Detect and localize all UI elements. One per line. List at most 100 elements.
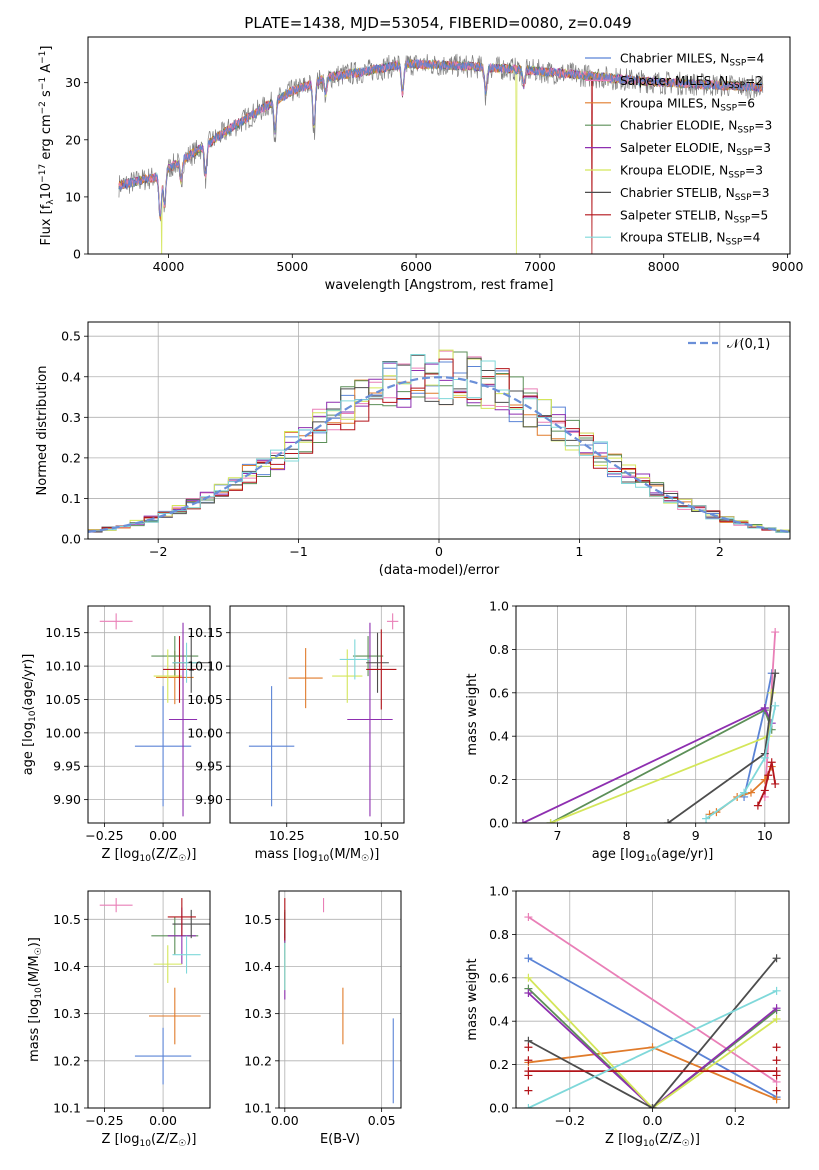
x-tick-label: 5000 xyxy=(276,259,308,274)
series-kroupa_stelib xyxy=(702,701,780,823)
x-tick-label: −0.2 xyxy=(555,1113,585,1128)
x-axis-label: mass [log10(M/M☉)] xyxy=(255,847,380,864)
legend-label-chabrier_stelib: Chabrier STELIB, NSSP=3 xyxy=(620,186,770,203)
panel-sfh_z: −0.2 0.0 0.2 0.0 0.2 0.4 0.6 0.8 1.0 Z [log10(Z/Z… xyxy=(465,884,790,1149)
panel-residuals: −2 −1 0 1 2 0.0 0.1 0.2 0.3 0.4 0.5 (data-model)/er… xyxy=(35,321,791,578)
extra-marker-salpeter_stelib xyxy=(524,1056,533,1065)
legend-label-salpeter_elodie: Salpeter ELODIE, NSSP=3 xyxy=(620,141,771,158)
errorbar-chabrier_miles xyxy=(248,686,295,807)
x-tick-label: 0.05 xyxy=(368,1113,396,1128)
y-tick-label: 0.0 xyxy=(489,1101,509,1116)
y-tick-label: 0.1 xyxy=(61,491,81,506)
errorbar-chabrier_stelib xyxy=(172,909,210,939)
x-tick-label: −2 xyxy=(149,544,167,559)
x-tick-label: 10 xyxy=(757,828,773,843)
errorbar-chabrier_miles xyxy=(134,686,192,807)
panel-mass_vs_age: 10.25 10.50 9.90 9.95 10.00 10.05 10.10 10.15 ma… xyxy=(187,605,405,864)
series-line xyxy=(527,916,778,1083)
y-tick-label: 10.3 xyxy=(244,1006,272,1021)
series-marker xyxy=(518,819,527,823)
errorbar-chabrier_elodie xyxy=(352,636,384,677)
series-chabrier_elodie xyxy=(546,706,776,823)
histogram-chabrier_stelib xyxy=(88,354,790,533)
legend-label-kroupa_elodie: Kroupa ELODIE, NSSP=3 xyxy=(620,164,763,181)
extra-marker-salpeter_stelib xyxy=(524,1086,533,1095)
series-line xyxy=(527,977,778,1108)
errorbar-salpeter_elodie xyxy=(347,622,393,817)
y-tick-label: 9.90 xyxy=(53,792,81,807)
y-tick-label: 10.15 xyxy=(187,625,223,640)
series-marker xyxy=(524,988,533,997)
series-marker xyxy=(772,986,781,995)
series-line xyxy=(527,988,778,1108)
extra-marker-salpeter_stelib xyxy=(772,1043,781,1052)
series-marker xyxy=(524,954,533,963)
x-tick-label: 8 xyxy=(623,828,631,843)
x-tick-label: 0.2 xyxy=(725,1113,745,1128)
panel-sfh_age: 7 8 9 10 0.0 0.2 0.4 0.6 0.8 1.0 age [log10(age/yr… xyxy=(465,599,790,864)
legend-label-kroupa_miles: Kroupa MILES, NSSP=6 xyxy=(620,96,755,113)
series-line xyxy=(527,992,778,1108)
series-marker xyxy=(753,801,762,810)
y-tick-label: 10.10 xyxy=(187,659,223,674)
y-tick-label: 0.3 xyxy=(61,410,81,425)
series-marker xyxy=(771,779,780,788)
y-tick-label: 0.2 xyxy=(489,1057,509,1072)
errorbar-salpeter_stelib xyxy=(366,629,397,710)
errorbar-chabrier_miles xyxy=(134,1027,192,1085)
errorbar-kroupa_stelib xyxy=(172,642,201,683)
panel-spectrum: 4000 5000 6000 7000 8000 9000 0 10 20 30 wavelengt… xyxy=(38,36,803,293)
x-tick-label: 0.0 xyxy=(643,1113,663,1128)
extra-marker-salpeter_stelib xyxy=(772,1056,781,1065)
y-tick-label: 10.00 xyxy=(45,725,81,740)
y-tick-label: 9.90 xyxy=(195,792,223,807)
y-tick-label: 0.6 xyxy=(489,685,509,700)
legend-label-chabrier_elodie: Chabrier ELODIE, NSSP=3 xyxy=(620,119,772,136)
errorbar-salpeter_miles xyxy=(386,613,399,630)
y-tick-label: 0.4 xyxy=(489,1014,509,1029)
x-tick-label: −0.25 xyxy=(85,828,123,843)
plot-area xyxy=(248,613,399,817)
axes-frame xyxy=(87,36,791,255)
x-tick-label: 4000 xyxy=(153,259,185,274)
y-tick-label: 0.8 xyxy=(489,927,509,942)
errorbar-kroupa_miles xyxy=(149,987,201,1045)
x-axis-label: Z [log10(Z/Z☉)] xyxy=(605,1132,700,1149)
y-tick-label: 10.1 xyxy=(53,1101,81,1116)
x-tick-label: 6000 xyxy=(400,259,432,274)
y-axis-label: mass [log10(M/M☉)] xyxy=(27,937,44,1062)
series-marker xyxy=(767,758,776,767)
y-axis-label: Normed distribution xyxy=(35,366,50,496)
y-tick-label: 0.0 xyxy=(489,816,509,831)
panel-z_vs_age: −0.25 0.00 9.90 9.95 10.00 10.05 10.10 10.15 Z [… xyxy=(21,605,211,864)
extra-marker-salpeter_stelib xyxy=(772,1071,781,1080)
series-marker xyxy=(546,819,555,823)
x-tick-label: −0.25 xyxy=(85,1113,123,1128)
plot-area xyxy=(118,53,764,254)
y-axis-label: age [log10(age/yr)] xyxy=(21,654,38,776)
series-line xyxy=(550,708,773,823)
y-tick-label: 10.05 xyxy=(45,692,81,707)
plot-area xyxy=(99,898,210,1085)
y-axis-label: mass weight xyxy=(465,673,480,755)
series-marker xyxy=(524,913,533,922)
y-tick-label: 1.0 xyxy=(489,599,509,614)
x-axis-label: Z [log10(Z/Z☉)] xyxy=(102,847,197,864)
errorbar-salpeter_miles xyxy=(99,613,133,630)
x-tick-label: 10.25 xyxy=(269,828,305,843)
x-axis-label: age [log10(age/yr)] xyxy=(592,847,714,864)
y-tick-label: 10.1 xyxy=(244,1101,272,1116)
errorbar-kroupa_elodie xyxy=(153,649,182,703)
model-spectrum-chabrier_miles xyxy=(118,58,764,217)
x-axis-label: (data-model)/error xyxy=(379,563,500,578)
series-marker xyxy=(764,771,773,780)
series-line xyxy=(527,957,778,1098)
extra-marker-salpeter_stelib xyxy=(524,1043,533,1052)
extra-marker-salpeter_stelib xyxy=(524,1071,533,1080)
series-marker xyxy=(772,1015,781,1024)
x-axis-label: E(B-V) xyxy=(320,1132,360,1147)
x-tick-label: 2 xyxy=(716,544,724,559)
y-tick-label: 0.5 xyxy=(61,329,81,344)
legend: Chabrier MILES, NSSP=4 Salpeter MILES, NS… xyxy=(585,52,772,248)
y-tick-label: 10.00 xyxy=(187,725,223,740)
